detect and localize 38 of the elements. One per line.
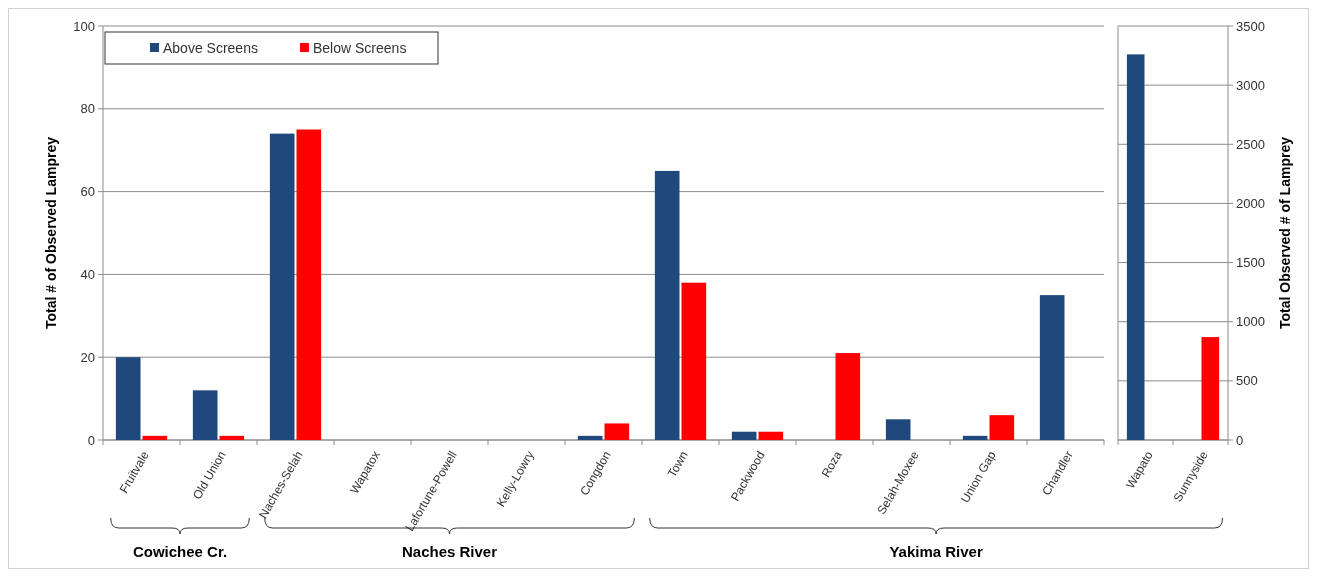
y2-tick-label: 3500	[1236, 18, 1265, 34]
bar	[731, 431, 757, 440]
y-axis-title: Total # of Observed Lamprey	[43, 136, 59, 329]
y-tick-label: 0	[87, 432, 95, 448]
bar	[835, 353, 861, 440]
y2-tick-label: 1000	[1236, 314, 1265, 330]
bar	[219, 435, 245, 440]
y-tick-label: 100	[73, 18, 95, 34]
bar	[142, 435, 168, 440]
y-tick-label: 40	[80, 266, 95, 282]
text: Naches River	[401, 543, 498, 561]
legend-label: Below Screens	[313, 39, 407, 56]
bar	[115, 357, 141, 440]
y2-tick-label: 3000	[1236, 77, 1265, 93]
bar	[758, 431, 784, 440]
y-tick-label: 80	[80, 101, 95, 117]
y2-axis-title: Total Observed # of Lamprey	[1277, 136, 1293, 329]
y2-tick-label: 0	[1236, 432, 1244, 448]
y-tick-label: 60	[80, 184, 95, 200]
bar	[604, 423, 630, 440]
text: Yakima River	[889, 543, 983, 561]
bar	[577, 435, 603, 440]
bar	[962, 435, 988, 440]
bar	[681, 282, 707, 440]
bar	[654, 170, 680, 440]
bar	[1039, 295, 1065, 440]
legend-label: Above Screens	[163, 39, 258, 56]
text: Cowichee Cr.	[132, 543, 228, 561]
y2-tick-label: 2000	[1236, 195, 1265, 211]
bar	[885, 419, 911, 440]
y2-tick-label: 500	[1236, 373, 1258, 389]
y2-tick-label: 2500	[1236, 136, 1265, 152]
bar	[269, 133, 295, 440]
bar	[192, 390, 218, 440]
bar	[989, 415, 1015, 440]
y2-tick-label: 1500	[1236, 255, 1265, 271]
y-tick-label: 20	[80, 349, 95, 365]
bar	[296, 129, 322, 440]
